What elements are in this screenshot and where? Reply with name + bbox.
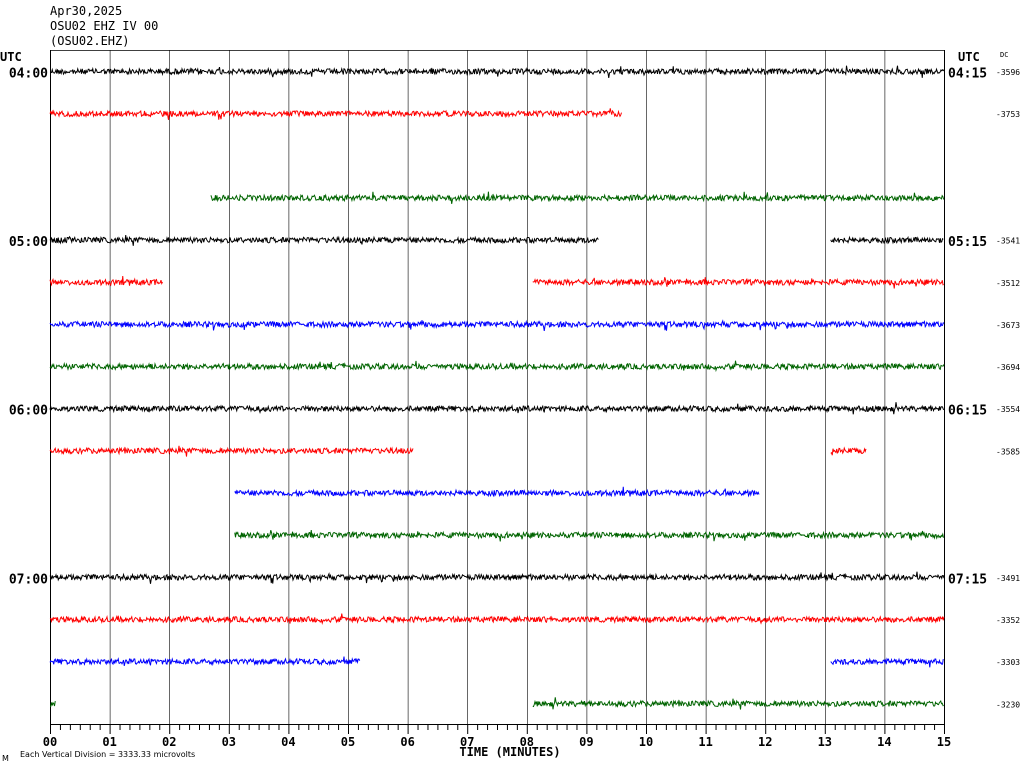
x-tick-label: 03 (222, 735, 236, 749)
dc-offset-value: -3352 (996, 616, 1020, 625)
dc-offset-value: -3673 (996, 321, 1020, 330)
dc-offset-value: -3753 (996, 110, 1020, 119)
dc-offset-value: -3694 (996, 363, 1020, 372)
dc-offset-value: -3512 (996, 279, 1020, 288)
dc-offset-value: -3554 (996, 405, 1020, 414)
axes (50, 724, 945, 734)
trace-segment-black (49, 402, 945, 415)
trace-segment-red (532, 277, 944, 289)
x-tick-label: 14 (877, 735, 891, 749)
trace-segment-blue (49, 319, 945, 331)
x-tick-label: 15 (937, 735, 951, 749)
trace-segment-blue (49, 656, 361, 667)
right-utc-label: UTC (958, 50, 980, 64)
dc-offset-value: -3585 (996, 447, 1020, 456)
x-tick-label: 11 (698, 735, 712, 749)
x-tick-label: 07 (460, 735, 474, 749)
right-time-label: 07:15 (948, 572, 987, 587)
right-time-label: 06:15 (948, 404, 987, 419)
channel-code: (OSU02.EHZ) (50, 34, 130, 48)
trace-segment-blue (830, 657, 944, 668)
trace-segment-black (830, 235, 944, 245)
left-utc-label: UTC (0, 50, 22, 64)
station-name: OSU02 EHZ IV 00 (50, 19, 159, 33)
x-tick-label: 10 (639, 735, 653, 749)
trace-segment-black (49, 65, 945, 78)
dc-offset-value: -3491 (996, 574, 1020, 583)
traces (49, 65, 945, 710)
trace-segment-red (49, 276, 163, 287)
x-tick-label: 01 (102, 735, 116, 749)
dc-offset-value: -3596 (996, 68, 1020, 77)
trace-segment-red (49, 445, 414, 457)
trace-segment-red (49, 108, 622, 120)
x-tick-label: 06 (400, 735, 414, 749)
trace-segment-blue (234, 486, 760, 498)
left-time-label: 07:00 (9, 572, 48, 587)
x-tick-label: 12 (758, 735, 772, 749)
trace-segment-green (234, 530, 944, 542)
trace-segment-red (49, 613, 945, 626)
right-time-label: 04:15 (948, 67, 987, 82)
dc-offset-value: -3303 (996, 658, 1020, 667)
left-time-label: 05:00 (9, 235, 48, 250)
x-tick-label: 00 (43, 735, 57, 749)
x-tick-label: 13 (818, 735, 832, 749)
trace-segment-black (49, 571, 945, 584)
grid (50, 50, 945, 724)
x-tick-label: 04 (281, 735, 295, 749)
labels: 04:00 04:15 -3596 -3753 05:00 05:15 -3541 -3512… (0, 50, 1020, 759)
left-time-label: 06:00 (9, 404, 48, 419)
trace-segment-red (830, 446, 867, 456)
vertical-scale-note: Each Vertical Division = 3333.33 microvo… (20, 750, 196, 759)
x-tick-label: 09 (579, 735, 593, 749)
corner-mark: M (2, 754, 9, 763)
dc-header: DC (1000, 51, 1008, 59)
x-tick-label: 05 (341, 735, 355, 749)
x-tick-label: 08 (520, 735, 534, 749)
x-tick-label: 02 (162, 735, 176, 749)
right-time-label: 05:15 (948, 235, 987, 250)
trace-segment-green (532, 697, 944, 710)
trace-segment-green (49, 701, 56, 707)
trace-segment-black (49, 234, 599, 246)
dc-offset-value: -3230 (996, 700, 1020, 709)
trace-segment-green (210, 191, 945, 204)
dc-offset-value: -3541 (996, 237, 1020, 246)
trace-segment-green (49, 360, 945, 373)
chart-date: Apr30,2025 (50, 4, 123, 18)
left-time-label: 04:00 (9, 67, 48, 82)
x-axis-title: TIME (MINUTES) (459, 745, 560, 759)
